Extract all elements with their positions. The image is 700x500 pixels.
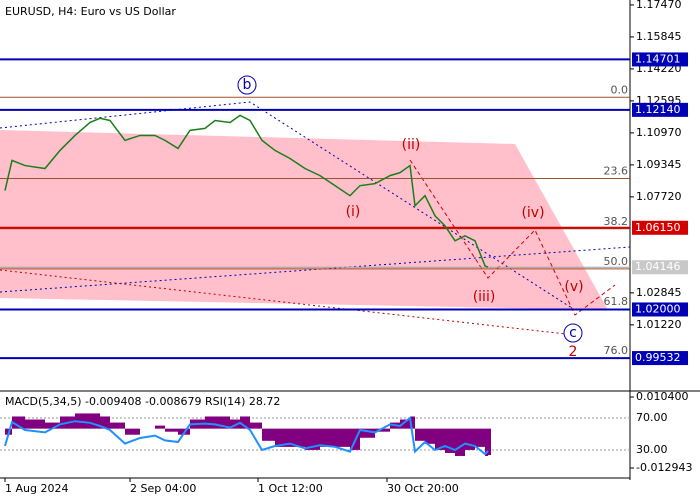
macd-bar — [275, 428, 290, 447]
macd-bar — [335, 428, 350, 447]
rsi-line — [4, 416, 489, 456]
macd-bar — [12, 416, 25, 429]
wave-label: (v) — [564, 279, 583, 295]
macd-bar — [475, 428, 485, 447]
macd-bar — [415, 428, 425, 441]
y-tick-label: 1.15845 — [636, 30, 682, 43]
wave-label: (ii) — [402, 137, 421, 153]
macd-bar — [485, 428, 488, 457]
level-box — [632, 302, 688, 317]
trend-line — [0, 269, 576, 336]
macd-bar — [230, 419, 240, 429]
x-tick-label: 30 Oct 20:00 — [387, 482, 459, 495]
level-label: 0.99532 — [635, 351, 681, 364]
current-price-label: 1.04146 — [635, 260, 681, 273]
price-box — [632, 260, 688, 275]
macd-bar — [100, 416, 110, 429]
y-tick-label: 1.17470 — [636, 0, 682, 11]
macd-bar — [155, 425, 165, 429]
chart-title: EURUSD, H4: Euro vs US Dollar — [5, 5, 176, 18]
wave-line — [0, 101, 576, 311]
macd-bar — [465, 428, 475, 450]
macd-bar — [435, 428, 445, 450]
macd-bar — [410, 416, 415, 429]
level-box — [632, 102, 688, 117]
macd-bar — [90, 413, 100, 429]
level-label: 1.12140 — [635, 103, 681, 116]
fib-label: 50.0 — [604, 255, 629, 268]
wave-label: (iii) — [473, 289, 496, 305]
fib-label: 38.2 — [604, 215, 629, 228]
macd-bar — [125, 428, 140, 435]
macd-bar — [205, 416, 215, 429]
y-tick-label: -0.012943 — [636, 461, 692, 474]
macd-bar — [360, 428, 375, 438]
y-tick-label: 1.09345 — [636, 158, 682, 171]
y-tick-label: 1.02845 — [636, 286, 682, 299]
y-tick-label: 70.00 — [636, 411, 668, 424]
wave-label: c — [569, 325, 577, 341]
macd-bar — [240, 416, 250, 429]
macd-bar — [250, 422, 262, 429]
macd-bar — [45, 422, 60, 429]
x-tick-label: 1 Oct 12:00 — [258, 482, 323, 495]
macd-bar — [400, 419, 410, 429]
level-label: 1.06150 — [635, 221, 681, 234]
fib-label: 76.0 — [604, 344, 629, 357]
macd-bar — [455, 428, 465, 457]
wave-circle — [563, 323, 583, 343]
macd-bar — [488, 428, 491, 456]
forecast-path — [409, 159, 616, 316]
fib-label: 0.0 — [611, 83, 629, 96]
level-label: 1.14701 — [635, 52, 681, 65]
wave-circle — [237, 75, 257, 95]
level-box — [632, 52, 688, 67]
macd-bar — [320, 428, 335, 447]
x-tick-label: 2 Sep 04:00 — [130, 482, 196, 495]
y-tick-label: 30.00 — [636, 443, 668, 456]
indicator-title: MACD(5,34,5) -0.009408 -0.008679 RSI(14)… — [5, 395, 280, 408]
macd-bar — [262, 428, 275, 441]
level-label: 1.02000 — [635, 302, 681, 315]
y-tick-label: 0.010400 — [636, 390, 689, 403]
macd-bar — [290, 428, 305, 447]
macd-bar — [375, 428, 390, 432]
macd-bar — [425, 428, 435, 444]
wave-label: 2 — [569, 344, 578, 360]
macd-bar — [165, 428, 178, 432]
macd-bar — [305, 428, 320, 450]
fib-label: 23.6 — [604, 165, 629, 178]
price-line — [4, 114, 489, 268]
x-tick-label: 1 Aug 2024 — [5, 482, 68, 495]
wave-label: (i) — [346, 204, 361, 220]
wave-label: (iv) — [521, 205, 544, 221]
level-box — [632, 351, 688, 366]
y-tick-label: 1.10970 — [636, 126, 682, 139]
channel-shade — [0, 130, 608, 310]
y-tick-label: 1.01220 — [636, 318, 682, 331]
fib-label: 61.8 — [604, 295, 629, 308]
macd-bar — [110, 422, 125, 429]
y-tick-label: 1.07720 — [636, 190, 682, 203]
level-box — [632, 220, 688, 235]
wave-label: b — [243, 77, 252, 93]
macd-bar — [445, 428, 455, 453]
trend-line — [0, 246, 631, 293]
macd-bar — [25, 419, 45, 429]
